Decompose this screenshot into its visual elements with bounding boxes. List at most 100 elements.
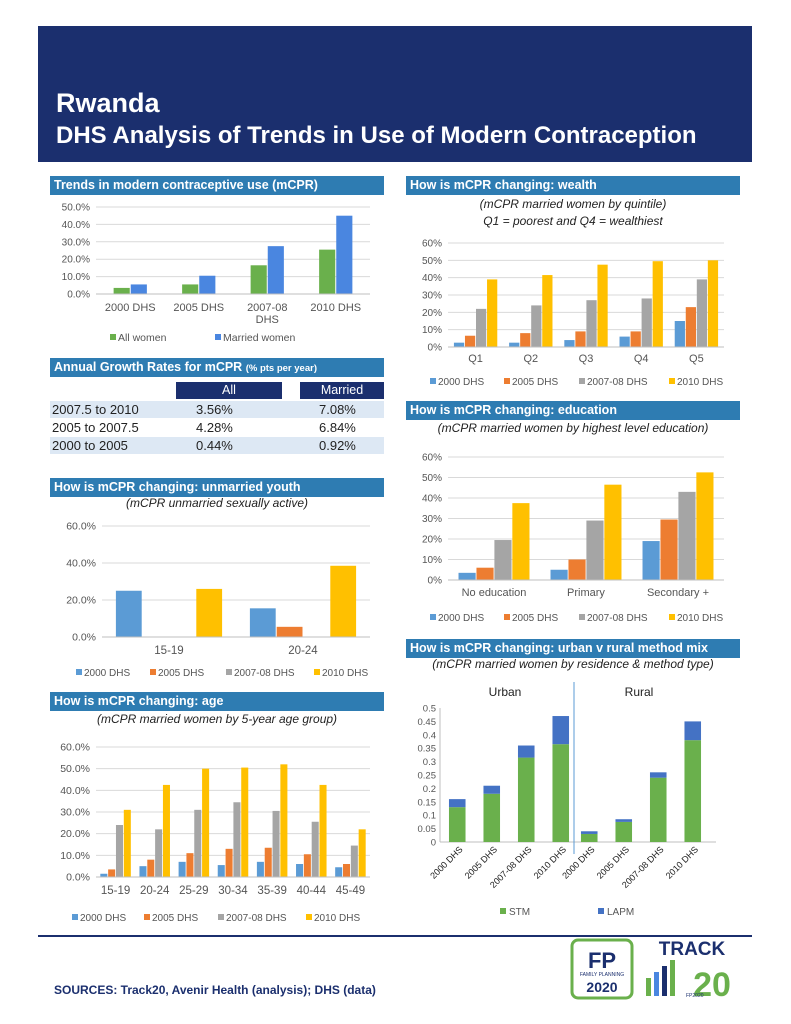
legend-label: STM [509,907,530,918]
growth-row: 2007.5 to 2010 3.56% 7.08% [50,401,384,418]
bar [319,784,327,877]
bar [343,864,351,877]
x-tick-label: 20-24 [288,645,318,657]
legend-swatch [226,669,232,675]
bar [542,275,553,347]
bar [696,472,714,580]
mix-section-header: How is mCPR changing: urban v rural meth… [406,639,740,658]
growth-header-married: Married [300,382,384,399]
y-tick-label: 0% [428,343,443,354]
y-tick-label: 50% [422,473,442,484]
bar [580,833,598,842]
svg-text:TRACK: TRACK [659,939,726,960]
y-tick-label: 60.0% [66,521,96,533]
bar [597,264,608,347]
bar [684,721,702,741]
footer-divider [38,935,752,937]
legend-swatch [669,614,675,620]
bar [453,342,465,347]
legend-label: 2000 DHS [438,613,484,624]
bar [678,491,696,580]
legend-swatch [504,378,510,384]
bar [250,265,267,294]
growth-all: 3.56% [196,402,233,417]
bar [241,767,249,877]
x-tick-label: 2005 DHS [463,844,499,880]
y-tick-label: 40.0% [66,558,96,570]
bar [552,716,570,745]
bar [115,825,123,877]
bar [483,785,501,794]
bar [147,859,155,877]
wealth-chart: 0% 10% 20% 30% 40% 50% 60% Q1 Q2 Q3 Q4 Q5 2000 DHS 20… [422,239,724,388]
legend-swatch [110,334,116,340]
bar [641,298,652,347]
wealth-subtitle-2: Q1 = poorest and Q4 = wealthiest [483,214,663,228]
y-tick-label: 0.0% [72,632,96,644]
legend-label: 2007-08 DHS [587,613,648,624]
y-tick-label: 60% [422,239,442,250]
bar [580,831,598,834]
y-tick-label: 0% [428,576,443,587]
bar [685,307,696,347]
y-tick-label: 20% [422,308,442,319]
x-tick-label: 2005 DHS [595,844,631,880]
x-tick-label: 2010 DHS [664,844,700,880]
bar [674,321,685,347]
legend-label: 2005 DHS [152,913,198,924]
education-subtitle: (mCPR married women by highest level edu… [437,421,709,435]
y-tick-label: 0.0% [66,872,90,884]
legend-swatch [669,378,675,384]
legend-label: 2000 DHS [80,913,126,924]
method-mix-chart: 0 0.05 0.1 0.15 0.2 0.25 0.3 0.35 0.4 0.45 0.5 Urba… [418,682,716,918]
bar [619,336,630,347]
x-tick-label: 30-34 [218,885,248,897]
legend-label: 2010 DHS [314,913,360,924]
bar [100,873,108,877]
bar [182,284,199,294]
y-tick-label: 10% [422,325,442,336]
x-tick-label: 35-39 [257,885,286,897]
bar [155,829,163,877]
legend-label: 2000 DHS [84,668,130,679]
growth-section-header: Annual Growth Rates for mCPR (% pts per … [50,358,384,377]
bar [350,845,358,877]
legend-label: 2007-08 DHS [226,913,287,924]
x-tick-label: Secondary + [647,587,709,599]
legend-swatch [144,914,150,920]
bar [113,287,130,294]
legend-swatch [306,914,312,920]
age-section-header: How is mCPR changing: age [50,692,384,711]
bar [615,821,633,842]
legend-label: 2007-08 DHS [234,668,295,679]
legend-swatch [579,378,585,384]
y-tick-label: 30% [422,514,442,525]
x-tick-label: 15-19 [101,885,130,897]
bar [272,810,280,877]
bar [130,284,147,294]
bar [552,744,570,842]
bar [487,279,498,347]
bar [448,799,466,808]
bar [660,519,678,580]
fp2020-logo: FP FAMILY PLANNING 2020 [570,938,634,1000]
x-tick-label: 2007-08 [247,302,287,314]
y-tick-label: 10.0% [60,850,90,862]
bar [483,793,501,842]
legend-swatch [504,614,510,620]
x-tick-label: Q5 [689,353,704,365]
y-tick-label: 0 [431,838,436,849]
bar [335,867,343,877]
bar [615,819,633,822]
y-tick-label: 0.35 [418,744,437,755]
legend-label: LAPM [607,907,634,918]
legend-swatch [579,614,585,620]
bar [330,565,357,637]
y-tick-label: 0.45 [418,717,437,728]
bar [509,342,520,347]
y-tick-label: 40.0% [60,785,90,797]
bar [575,331,586,347]
bar [199,275,216,294]
education-section-header: How is mCPR changing: education [406,401,740,420]
legend-swatch [218,914,224,920]
